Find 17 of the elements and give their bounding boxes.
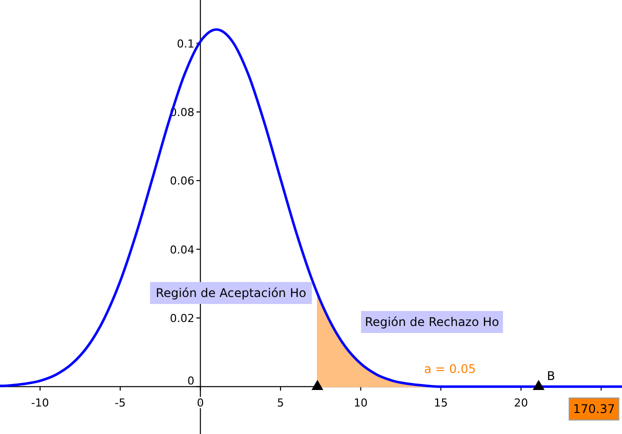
annotation: 170.37: [573, 402, 615, 416]
line-series: [0, 28, 622, 388]
y-tick-label: 0.06: [170, 174, 194, 188]
x-tick-label: 15: [434, 396, 448, 410]
x-tick-label: 10: [354, 396, 368, 410]
y-tick-label: 0.02: [170, 312, 194, 325]
x-tick-label: 20: [514, 396, 528, 410]
x-tick-label: 5: [277, 396, 284, 410]
y-tick-label: 0: [187, 374, 194, 388]
x-tick-label: -5: [114, 396, 126, 410]
y-tick-label: 0.1: [176, 37, 194, 50]
annotation: Región de Rechazo Ho: [364, 315, 500, 329]
annotation: Región de Aceptación Ho: [156, 286, 306, 300]
annotation: B: [546, 369, 556, 383]
x-tick-label: -10: [31, 396, 50, 410]
annotation: a = 0.05: [424, 362, 476, 376]
y-tick-label: 0.04: [170, 243, 194, 256]
